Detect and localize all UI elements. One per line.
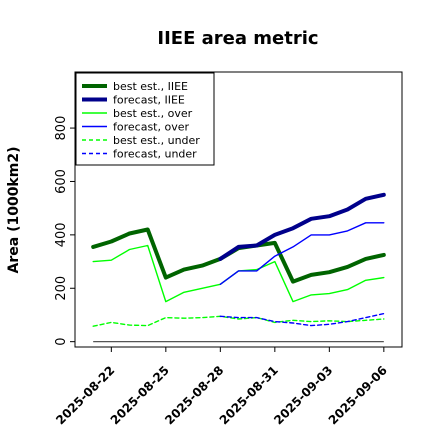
y-tick-label: 600 [54,169,69,194]
y-tick-label: 400 [54,222,69,247]
x-tick-label: 2025-09-06 [326,363,390,427]
x-axis: 2025-08-222025-08-252025-08-282025-08-31… [53,347,390,427]
legend-label-1: best est., IIEE [113,80,188,93]
y-axis-label: Area (1000km2) [6,147,22,274]
series-line-6 [219,312,385,327]
series-line-1 [91,227,386,284]
series-line-5 [92,315,385,327]
y-tick-label: 200 [54,276,69,301]
legend-label-6: forecast, under [113,148,197,161]
legend-box [75,72,215,166]
series-layer [91,192,386,327]
series-line-2 [218,192,386,261]
legend-label-5: best est., under [113,134,200,147]
series-line-4 [219,222,385,285]
y-tick-label: 0 [54,338,69,346]
legend-label-4: forecast, over [113,121,189,134]
plot-frame [74,71,403,348]
chart-title: IIEE area metric [157,28,318,49]
legend-label-2: forecast, IIEE [113,94,185,107]
series-line-3 [92,244,385,303]
legend-label-3: best est., over [113,107,193,120]
y-axis: 0 200 400 600 800 [54,116,75,346]
y-tick-label: 800 [54,116,69,141]
